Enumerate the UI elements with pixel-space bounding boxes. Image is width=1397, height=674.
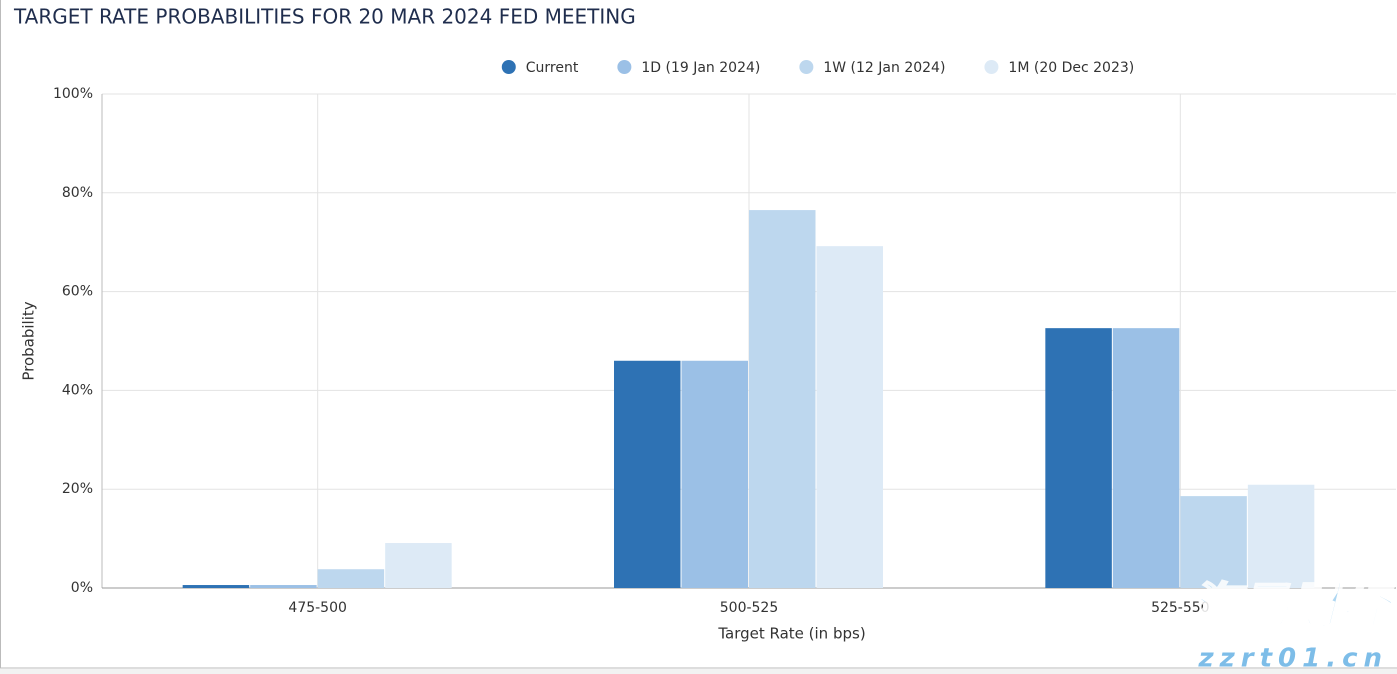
y-tick-label: 100% [53, 86, 93, 102]
legend-marker [617, 60, 632, 74]
y-axis-title: Probability [20, 301, 38, 380]
legend-marker [984, 60, 999, 74]
bar [1247, 484, 1315, 588]
bar [1045, 328, 1112, 588]
watermark: zzrt01.cn [1198, 644, 1389, 674]
bar [182, 585, 250, 588]
chart-title: TARGET RATE PROBABILITIES FOR 20 MAR 202… [13, 5, 636, 29]
bar [681, 360, 748, 588]
y-tick-label: 40% [62, 382, 93, 398]
footer-strip [0, 669, 1397, 674]
bar [1180, 496, 1247, 588]
x-axis-title: Target Rate (in bps) [717, 625, 865, 643]
x-tick-label: 475-500 [288, 600, 347, 616]
y-tick-label: 80% [62, 185, 93, 201]
legend-marker [501, 60, 516, 74]
bar [385, 543, 452, 588]
y-tick-label: 60% [62, 284, 93, 300]
bar [250, 585, 317, 588]
bar [816, 246, 883, 589]
bar [317, 569, 385, 588]
y-tick-label: 0% [71, 580, 93, 596]
legend-label: Current [526, 60, 579, 76]
legend-label: 1D (19 Jan 2024) [641, 60, 760, 76]
legend-marker [799, 60, 814, 74]
bar [614, 360, 681, 588]
y-tick-label: 20% [62, 481, 93, 497]
x-tick-label: 525-550 [1151, 600, 1210, 616]
x-tick-label: 500-525 [720, 600, 779, 616]
legend-label: 1W (12 Jan 2024) [823, 60, 945, 76]
bar [1112, 328, 1180, 588]
legend-label: 1M (20 Dec 2023) [1008, 60, 1134, 76]
bar [749, 210, 816, 588]
watermark: 海马财经 [1190, 578, 1396, 636]
